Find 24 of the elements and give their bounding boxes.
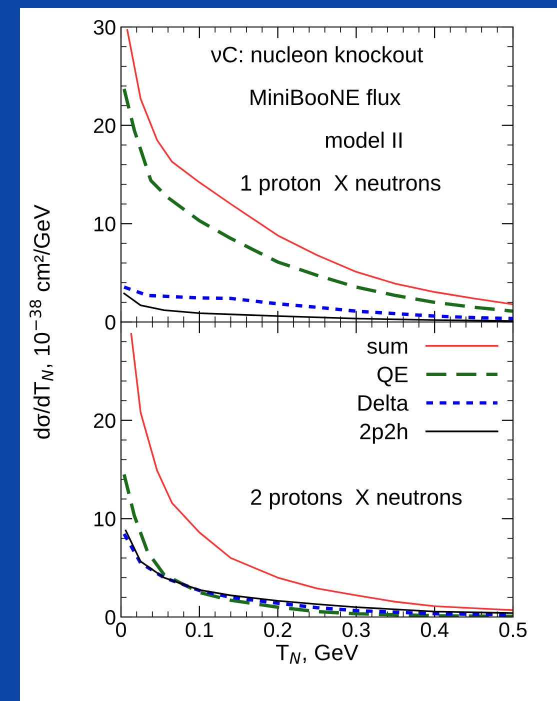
- legend-label: QE: [378, 366, 408, 386]
- x-tick-label: 0.4: [420, 622, 448, 638]
- x-tick-label: 0.2: [264, 622, 292, 638]
- annotation: MiniBooNE flux: [250, 88, 401, 106]
- legend-label: sum: [367, 342, 408, 354]
- x-tick-label: 0: [116, 622, 126, 638]
- y-axis-title: dσ/dT$_{N}$, 10$^{−38}$ cm²/GeV: [30, 204, 54, 439]
- y-tick-label: 10: [94, 216, 116, 232]
- y-tick-label: 30: [94, 20, 116, 35]
- x-tick-label: 0.3: [342, 622, 370, 638]
- legend-label: Delta: [358, 394, 409, 411]
- y-tick-label: 10: [94, 512, 116, 526]
- x-axis-title: T$_{N}$, GeV: [276, 644, 358, 664]
- x-tick-label: 0.5: [499, 622, 527, 638]
- y-tick-label: 0: [105, 610, 116, 625]
- y-tick-label: 0: [105, 315, 116, 330]
- annotation: model II: [326, 132, 402, 148]
- annotation: 2 protons X neutrons: [251, 489, 462, 510]
- x-tick-label: 0.1: [186, 622, 213, 638]
- y-tick-label: 20: [94, 413, 116, 428]
- y-tick-label: 20: [94, 118, 116, 134]
- legend-label: 2p2h: [360, 423, 408, 444]
- annotation: 1 proton X neutrons: [242, 175, 440, 196]
- annotation: νC: nucleon knockout: [210, 46, 424, 62]
